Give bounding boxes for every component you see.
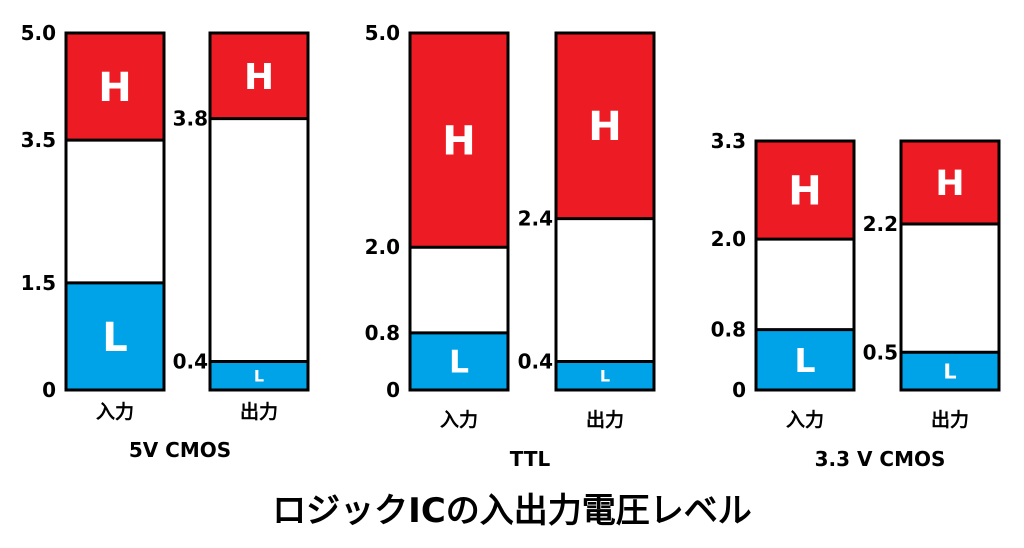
- low-zone: [410, 332, 508, 390]
- high-label: H: [788, 168, 821, 214]
- tick-label: 0.8: [365, 321, 400, 345]
- bar-outline: [408, 31, 510, 392]
- low-zone: [556, 361, 654, 390]
- tick-label: 2.0: [365, 235, 400, 259]
- column-label: 出力: [931, 408, 969, 431]
- tick-label: 1.5: [21, 271, 56, 295]
- high-zone: [901, 141, 999, 224]
- undefined-zone: [210, 118, 308, 362]
- low-zone: [66, 282, 164, 390]
- column-label: 入力: [96, 400, 134, 423]
- output-level-bar: H L 2.4 0.4 出力: [518, 31, 656, 431]
- tick-label: 0: [42, 378, 56, 402]
- bar-outline: [64, 31, 166, 392]
- tick-label: 2.0: [711, 227, 746, 251]
- low-label: L: [102, 315, 128, 361]
- groups-layer: H L 5.0 3.5 1.5 0 入力 H L 3.8 0.4 出力 5V CMOS H L 5.0 2.0 0…: [21, 21, 1001, 471]
- low-zone: [901, 352, 999, 390]
- output-level-bar: H L 3.8 0.4 出力: [173, 31, 310, 423]
- high-zone: [756, 141, 854, 240]
- group-title: 5V CMOS: [129, 438, 231, 462]
- column-label: 入力: [786, 408, 824, 431]
- bar-outline: [754, 139, 856, 392]
- high-label: H: [935, 164, 964, 204]
- undefined-zone: [556, 218, 654, 362]
- low-zone: [210, 361, 308, 390]
- tick-label: 2.2: [863, 212, 898, 236]
- input-level-bar: H L 3.3 2.0 0.8 0 入力: [711, 129, 856, 431]
- tick-label: 3.3: [711, 129, 746, 153]
- tick-label: 0: [386, 378, 400, 402]
- tick-label: 0: [732, 378, 746, 402]
- undefined-zone: [901, 224, 999, 353]
- column-label: 出力: [586, 408, 624, 431]
- low-label: L: [449, 345, 469, 381]
- undefined-zone: [756, 239, 854, 330]
- high-label: H: [98, 65, 131, 111]
- high-zone: [210, 33, 308, 119]
- tick-label: 0.8: [711, 318, 746, 342]
- low-label: L: [600, 366, 610, 385]
- high-label: H: [588, 104, 621, 150]
- voltage-group: H L 5.0 3.5 1.5 0 入力 H L 3.8 0.4 出力 5V CMOS: [21, 21, 310, 462]
- undefined-zone: [66, 140, 164, 283]
- group-title: TTL: [510, 447, 551, 471]
- tick-label: 2.4: [518, 207, 553, 231]
- low-label: L: [794, 341, 815, 380]
- high-zone: [66, 33, 164, 141]
- column-label: 入力: [440, 408, 478, 431]
- tick-label: 3.8: [173, 107, 208, 131]
- diagram-title: ロジックICの入出力電圧レベル: [272, 491, 752, 531]
- high-zone: [410, 33, 508, 248]
- voltage-group: H L 3.3 2.0 0.8 0 入力 H L 2.2 0.5 出力 3.3 V CMOS: [711, 129, 1001, 471]
- group-title: 3.3 V CMOS: [815, 447, 946, 471]
- tick-label: 0.5: [863, 340, 898, 364]
- tick-label: 0.4: [518, 349, 553, 373]
- bar-outline: [899, 139, 1001, 392]
- low-zone: [756, 329, 854, 390]
- tick-label: 5.0: [21, 21, 56, 45]
- undefined-zone: [410, 247, 508, 333]
- low-label: L: [943, 360, 956, 384]
- input-level-bar: H L 5.0 2.0 0.8 0 入力: [365, 21, 510, 431]
- tick-label: 0.4: [173, 349, 208, 373]
- column-label: 出力: [240, 400, 278, 423]
- voltage-group: H L 5.0 2.0 0.8 0 入力 H L 2.4 0.4 出力 TTL: [365, 21, 656, 471]
- tick-label: 5.0: [365, 21, 400, 45]
- bar-outline: [208, 31, 310, 392]
- input-level-bar: H L 5.0 3.5 1.5 0 入力: [21, 21, 166, 423]
- high-label: H: [244, 57, 274, 98]
- high-zone: [556, 33, 654, 219]
- low-label: L: [254, 366, 264, 385]
- tick-label: 3.5: [21, 128, 56, 152]
- high-label: H: [442, 119, 475, 165]
- output-level-bar: H L 2.2 0.5 出力: [863, 139, 1001, 431]
- bar-outline: [554, 31, 656, 392]
